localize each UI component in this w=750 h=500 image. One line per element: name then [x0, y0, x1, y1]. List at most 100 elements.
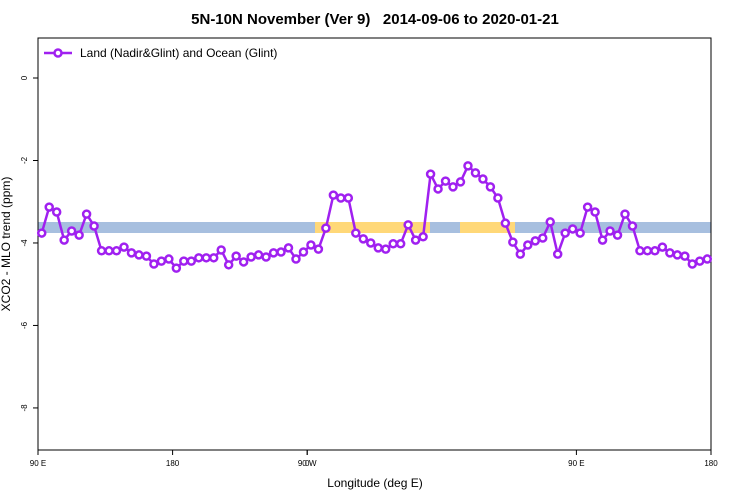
data-point [530, 236, 541, 246]
data-point [433, 184, 443, 194]
data-point [455, 177, 466, 187]
data-point [306, 240, 316, 250]
data-point [395, 239, 406, 249]
data-point [508, 237, 518, 247]
data-point [164, 254, 174, 264]
data-point [545, 217, 555, 227]
data-point [298, 247, 309, 257]
x-tick-label: 90 E [30, 459, 46, 468]
data-point [597, 235, 608, 245]
data-point [59, 235, 69, 245]
data-point [463, 161, 473, 171]
data-point [687, 259, 698, 269]
data-point [111, 246, 122, 256]
data-point [201, 253, 211, 263]
data-point [276, 247, 286, 257]
data-point [96, 246, 107, 256]
data-point [695, 256, 705, 266]
data-point [208, 253, 219, 263]
data-point [358, 234, 369, 244]
y-axis-label: XCO2 - MLO trend (ppm) [0, 177, 13, 312]
data-point [66, 226, 77, 236]
data-point [373, 243, 383, 253]
data-point [283, 243, 294, 253]
data-point [470, 168, 481, 178]
data-point [291, 254, 301, 264]
data-point [702, 254, 713, 264]
data-point [448, 182, 458, 192]
data-point [515, 249, 526, 259]
data-point [179, 256, 189, 266]
data-point [328, 190, 339, 200]
data-point [104, 246, 114, 256]
legend-marker [53, 48, 63, 58]
data-point [410, 235, 421, 245]
data-point [51, 207, 62, 217]
x-tick-label: 90 E [568, 459, 584, 468]
data-point [268, 248, 279, 258]
data-point [253, 250, 264, 260]
data-point [627, 221, 638, 231]
data-point [313, 244, 324, 254]
data-point [119, 242, 129, 252]
data-point [156, 256, 167, 266]
data-point [500, 218, 511, 228]
x-tick-label: 90 W [298, 459, 317, 468]
chart-title: 5N-10N November (Ver 9) 2014-09-06 to 20… [191, 11, 559, 28]
y-tick-label: -8 [20, 404, 29, 412]
data-point [343, 193, 354, 203]
data-point [223, 260, 234, 270]
data-point [418, 232, 428, 242]
data-point [657, 242, 668, 252]
data-point [665, 248, 675, 258]
y-tick-label: -4 [20, 239, 29, 247]
data-point [440, 176, 451, 186]
data-point [336, 193, 346, 203]
data-point [261, 252, 271, 262]
data-point [81, 209, 92, 219]
data-point [620, 209, 630, 219]
data-point [523, 240, 533, 250]
data-point [351, 228, 361, 238]
x-tick-label: 180 [166, 459, 180, 468]
data-point [194, 253, 204, 263]
legend-label: Land (Nadir&Glint) and Ocean (Glint) [80, 46, 277, 60]
data-point [493, 193, 503, 203]
data-point [590, 207, 600, 217]
data-point [380, 244, 391, 254]
y-tick-label: 0 [20, 75, 29, 80]
data-point [612, 230, 623, 240]
data-point [560, 228, 570, 238]
data-point [635, 246, 645, 256]
data-point [36, 228, 47, 238]
data-point [246, 252, 256, 262]
x-tick-label: 180 [704, 459, 718, 468]
y-tick-label: -6 [20, 321, 29, 329]
data-point [403, 220, 413, 230]
data-point [485, 182, 496, 192]
data-point [186, 256, 197, 266]
data-point [567, 224, 578, 234]
data-point [388, 239, 398, 249]
data-point [478, 174, 488, 184]
data-point [171, 263, 182, 273]
data-point [231, 251, 241, 261]
data-point [126, 248, 137, 258]
data-point [552, 249, 563, 259]
y-tick-label: -2 [20, 156, 29, 164]
data-point [538, 233, 548, 243]
data-point [366, 238, 376, 248]
data-point [74, 230, 84, 240]
data-point [605, 226, 615, 236]
background-band [38, 222, 711, 233]
data-point [238, 257, 249, 267]
x-axis-label: Longitude (deg E) [327, 476, 422, 490]
data-point [141, 251, 152, 261]
data-point [575, 228, 585, 238]
data-point [134, 250, 144, 260]
x-tick-label: 0 [305, 459, 310, 468]
data-point [425, 169, 436, 179]
data-point [680, 251, 690, 261]
data-point [216, 245, 226, 255]
